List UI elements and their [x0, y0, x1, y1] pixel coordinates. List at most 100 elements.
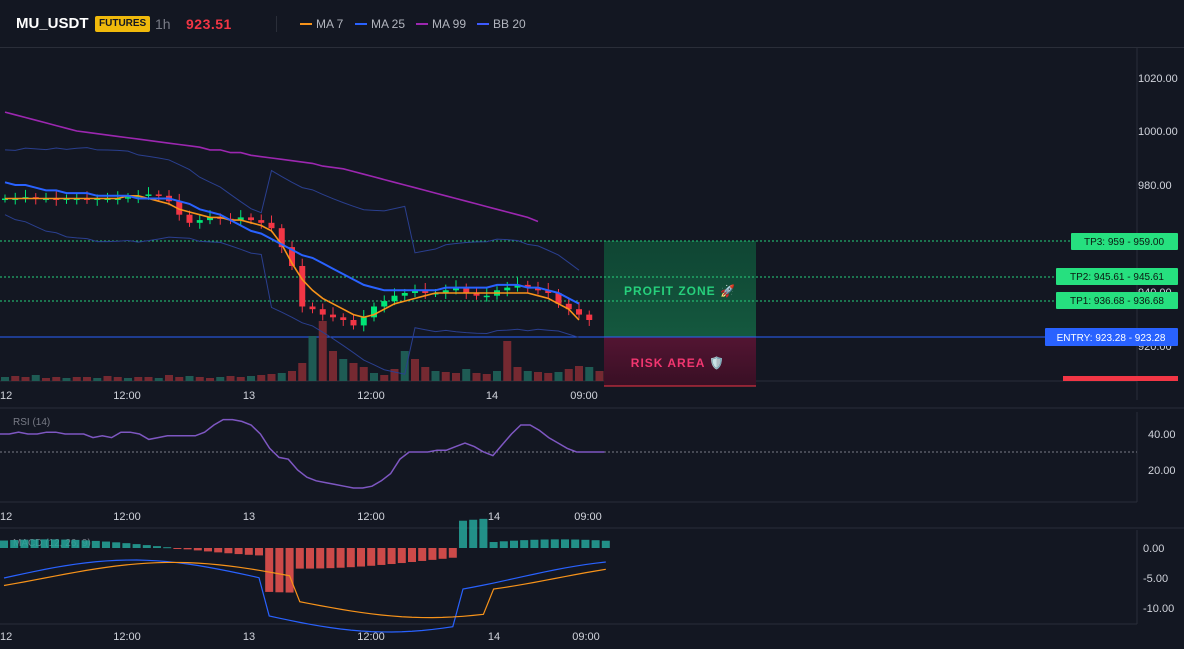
candle-body: [586, 314, 593, 320]
header-divider: [276, 16, 277, 32]
macd-hist-bar: [30, 539, 39, 548]
time-label-0900: 09:00: [570, 390, 598, 402]
macd-hist-bar: [550, 539, 559, 548]
macd-hist-bar: [224, 548, 233, 554]
candle-body: [196, 220, 203, 223]
volume-bar: [359, 367, 368, 381]
volume-bar: [575, 366, 583, 381]
macd-hist-bar: [571, 539, 580, 548]
macd-histogram: [0, 518, 610, 593]
legend-ma25[interactable]: MA 25: [355, 0, 405, 48]
volume-bar: [339, 359, 348, 381]
volume-bar: [226, 376, 235, 381]
rsi-time-1200-b: 12:00: [357, 511, 385, 523]
candle-body: [319, 309, 326, 315]
rsi-time-14: 14: [488, 511, 500, 523]
volume-bar: [472, 373, 481, 381]
last-price: 923.51: [186, 16, 232, 32]
candle-body: [125, 197, 131, 199]
candle-body: [176, 201, 183, 215]
volume-bar: [144, 377, 153, 381]
rsi-time-13: 13: [243, 511, 255, 523]
macd-time-1200-a: 12:00: [113, 631, 141, 643]
macd-hist-bar: [316, 548, 325, 569]
candle-body: [186, 214, 193, 223]
volume-bar: [93, 378, 102, 381]
macd-hist-bar: [265, 548, 274, 592]
volume-bar: [482, 374, 491, 381]
ma7-swatch-icon: [300, 22, 312, 25]
profit-zone[interactable]: [604, 241, 756, 337]
candle-body: [278, 228, 285, 248]
candle-body: [207, 217, 213, 221]
macd-hist-bar: [255, 548, 263, 556]
volume-bar: [513, 367, 522, 381]
volume-bar: [257, 375, 266, 381]
legend-ma7-label: MA 7: [316, 17, 344, 31]
macd-hist-bar: [520, 540, 529, 548]
risk-zone[interactable]: [604, 337, 756, 386]
candle-body: [391, 295, 398, 302]
volume-bar: [195, 377, 204, 381]
volume-bar: [216, 377, 225, 381]
macd-tick-0: 0.00: [1143, 543, 1164, 555]
candle-body: [350, 320, 357, 326]
macd-hist-bar: [397, 548, 406, 564]
volume-bar: [21, 377, 30, 381]
macd-hist-bar: [591, 540, 600, 548]
candle-body: [401, 293, 408, 296]
moving-averages: [4, 111, 580, 321]
rsi-tick-20: 20.00: [1148, 465, 1176, 477]
candle-body: [463, 287, 470, 293]
interval-selector[interactable]: 1h: [155, 16, 171, 32]
candle-body: [145, 194, 152, 196]
macd-hist-bar: [122, 543, 131, 548]
entry-tag-label: ENTRY: 923.28 - 923.28: [1057, 333, 1166, 344]
volume-bar: [165, 375, 173, 381]
rsi-time-12: 12: [0, 511, 12, 523]
volume-bar: [134, 377, 143, 381]
bb-lower: [4, 214, 580, 375]
volume-bar: [277, 373, 286, 381]
volume-bar: [308, 336, 317, 381]
macd-hist-bar: [10, 540, 19, 548]
volume-bar: [329, 351, 337, 381]
macd-hist-bar: [438, 548, 447, 559]
time-label-13: 13: [243, 390, 255, 402]
macd-hist-bar: [285, 548, 294, 593]
legend-bb20-label: BB 20: [493, 17, 526, 31]
macd-hist-bar: [428, 548, 437, 560]
candle-body: [299, 266, 306, 307]
macd-line: [3, 559, 606, 633]
macd-hist-bar: [0, 540, 8, 548]
candlesticks[interactable]: [2, 187, 593, 332]
candle-body: [330, 314, 336, 318]
candle-body: [514, 284, 521, 288]
candle-body: [237, 217, 244, 221]
macd-hist-bar: [234, 548, 243, 555]
profit-zone-label: PROFIT ZONE 🚀: [624, 284, 736, 298]
candle-body: [545, 290, 552, 293]
tp3-tag-label: TP3: 959 - 959.00: [1084, 237, 1164, 248]
macd-hist-bar: [367, 548, 376, 566]
candle-body: [555, 293, 562, 304]
legend-bb20[interactable]: BB 20: [477, 0, 526, 48]
legend-ma99[interactable]: MA 99: [416, 0, 466, 48]
volume-bar: [247, 376, 255, 381]
volume-bar: [83, 377, 91, 381]
symbol-name[interactable]: MU_USDT: [16, 15, 89, 32]
volume-bar: [493, 371, 501, 381]
price-tick-1020: 1020.00: [1138, 73, 1178, 85]
volume-bar: [554, 372, 563, 381]
volume-bar: [288, 371, 296, 381]
bb20-swatch-icon: [477, 22, 489, 25]
macd-hist-bar: [459, 520, 467, 548]
candle-body: [289, 247, 295, 266]
macd-hist-bar: [193, 548, 202, 551]
macd-hist-bar: [81, 540, 90, 548]
macd-hist-bar: [469, 519, 478, 548]
legend-ma7[interactable]: MA 7: [300, 0, 343, 48]
volume-bar: [103, 376, 112, 381]
volume-bar: [62, 378, 71, 381]
